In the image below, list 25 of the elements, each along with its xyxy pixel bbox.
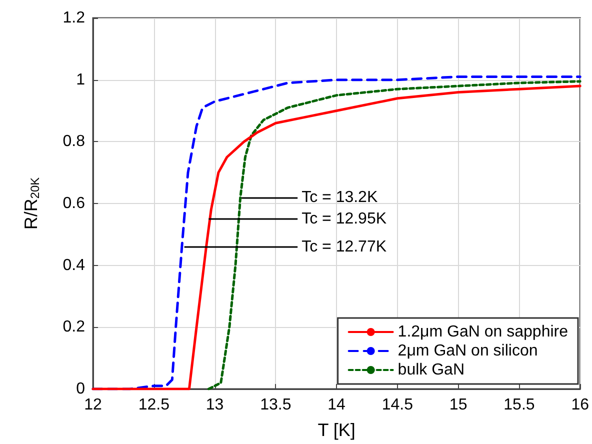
y-tick-label: 0.2 <box>62 318 86 336</box>
x-tick-label: 12 <box>84 396 102 414</box>
annotation: Tc = 13.2K <box>302 188 378 206</box>
x-tick-label: 16 <box>571 396 590 414</box>
x-tick-label: 15 <box>449 396 468 414</box>
annotation: Tc = 12.77K <box>302 238 387 256</box>
x-tick-label: 15.5 <box>504 396 535 414</box>
x-tick-label: 14.5 <box>382 396 414 414</box>
x-axis-title: T [K] <box>318 420 356 440</box>
y-tick-label: 1 <box>76 71 86 88</box>
legend-label: bulk GaN <box>398 362 465 378</box>
legend-label: 2μm GaN on silicon <box>398 342 538 360</box>
y-tick-label: 0.6 <box>62 195 86 212</box>
legend-label: 1.2μm GaN on sapphire <box>398 324 568 340</box>
y-tick-label: 1.2 <box>62 10 86 26</box>
y-axis-title: R/R20K <box>21 177 42 230</box>
x-tick-label: 13.5 <box>260 396 292 414</box>
y-tick-label: 0.4 <box>62 256 86 274</box>
y-tick-label: 0.8 <box>62 133 86 150</box>
x-tick-label: 13 <box>206 396 224 414</box>
x-tick-label: 14 <box>328 396 346 414</box>
line-series <box>207 80 582 390</box>
y-tick-label: 0 <box>76 380 86 398</box>
annotation: Tc = 12.95K <box>302 210 387 228</box>
x-tick-label: 12.5 <box>138 396 170 414</box>
